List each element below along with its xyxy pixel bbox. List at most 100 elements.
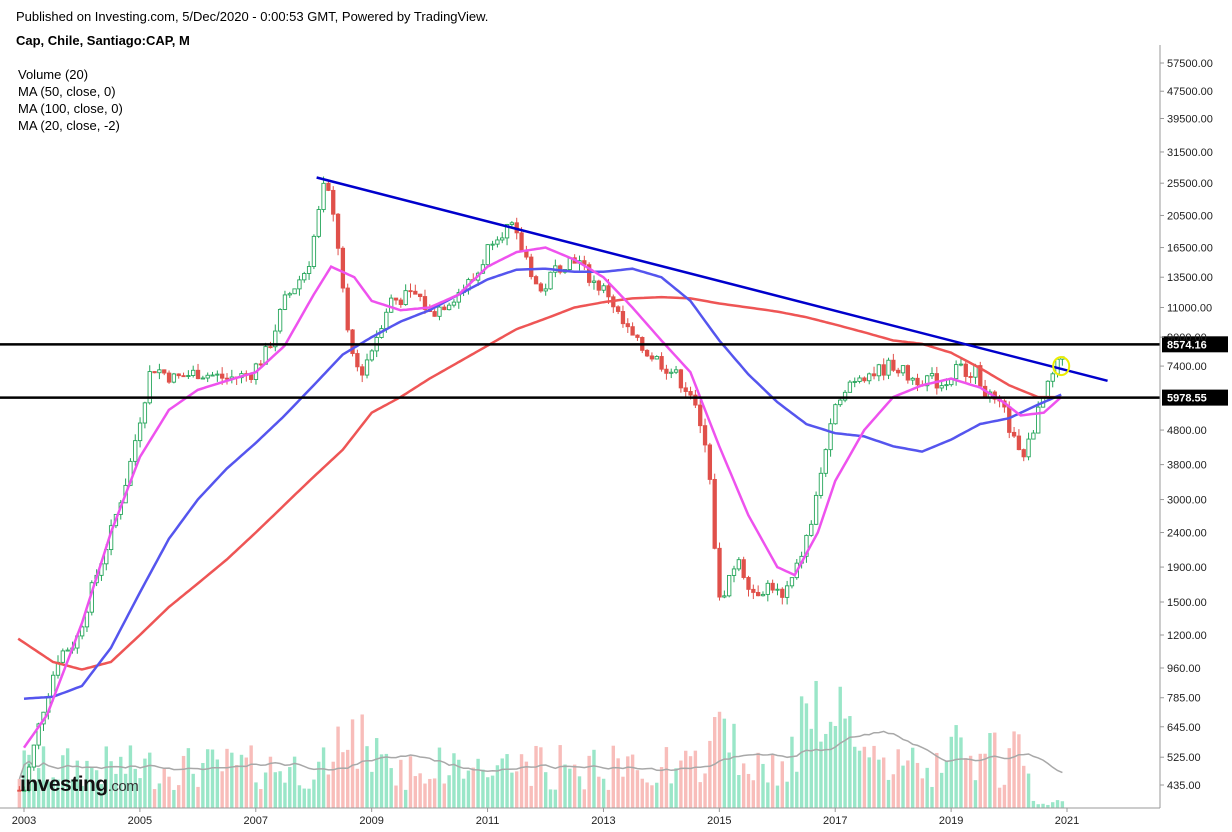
volume-bar (65, 748, 70, 808)
candle-body (862, 377, 867, 382)
candle-body (770, 582, 775, 591)
volume-bar (1051, 802, 1055, 808)
volume-bar (321, 747, 326, 808)
candle-body (326, 182, 331, 191)
candle-body (828, 423, 833, 451)
volume-bar (143, 758, 147, 808)
y-tick-label: 785.00 (1167, 693, 1201, 705)
volume-bar (882, 757, 886, 808)
candle-body (925, 375, 930, 387)
volume-bar (408, 756, 413, 808)
volume-bar (418, 773, 422, 808)
legend-ma-100[interactable]: MA (100, close, 0) (18, 101, 123, 116)
volume-bar (906, 760, 910, 808)
x-tick-label: 2009 (359, 815, 383, 827)
investing-logo: investing.com (20, 773, 139, 797)
volume-bar (688, 756, 693, 808)
volume-bar (891, 774, 896, 808)
legend-volume[interactable]: Volume (20) (18, 67, 89, 82)
volume-bar (737, 775, 741, 808)
highlight-circle (1052, 356, 1071, 377)
candle-body (451, 301, 457, 306)
candle-body (630, 326, 635, 336)
candle-body (944, 384, 949, 387)
volume-bar (751, 780, 756, 808)
volume-bar (331, 761, 335, 808)
y-tick-label: 9000.00 (1167, 332, 1207, 344)
candles (17, 176, 1065, 793)
y-tick-label: 1900.00 (1167, 562, 1207, 574)
candle-body (876, 364, 882, 377)
candle-body (1026, 438, 1031, 458)
volume-bar (935, 752, 939, 808)
legend-ma-50[interactable]: MA (50, close, 0) (18, 84, 116, 99)
volume-bar (877, 759, 881, 808)
volume-bar (505, 754, 509, 808)
volume-bar (790, 736, 794, 808)
candle-body (162, 369, 167, 374)
candle-body (1011, 431, 1017, 437)
volume-bar (244, 757, 249, 808)
candle-body (804, 534, 809, 557)
candle-body (765, 582, 770, 595)
volume-bar (452, 753, 456, 808)
y-tick-label: 13500.00 (1167, 272, 1213, 284)
candle-body (838, 399, 843, 406)
volume-bar (722, 718, 727, 808)
volume-bar (399, 759, 403, 808)
volume-bar (592, 749, 596, 808)
candle-body (1050, 373, 1055, 382)
volume-bar (843, 718, 847, 808)
candle-body (215, 373, 220, 376)
volume-bar (259, 789, 263, 808)
volume-bar (1026, 773, 1031, 808)
volume-bar (606, 789, 611, 808)
volume-bar (993, 732, 997, 808)
volume-bar (712, 717, 717, 808)
volume-bar (157, 783, 162, 808)
volume-bar (148, 752, 152, 808)
candle-body (297, 279, 302, 290)
volume-bar (109, 761, 113, 808)
candle-body (953, 364, 959, 380)
volume-bar (925, 767, 929, 808)
price-label-box (1162, 336, 1228, 353)
candle-body (355, 353, 360, 368)
volume-bar (553, 789, 558, 808)
candle-body (137, 422, 143, 442)
candle-body (485, 244, 490, 266)
logo-suffix: .com (107, 778, 139, 795)
candle-body (422, 296, 428, 310)
volume-bar (664, 747, 669, 808)
y-tick-label: 435.00 (1167, 780, 1201, 792)
legend-ma-20[interactable]: MA (20, close, -2) (18, 118, 120, 133)
candle-body (756, 591, 761, 597)
volume-bar (949, 736, 954, 808)
volume-bar (684, 750, 688, 808)
volume-bar (626, 756, 630, 808)
volume-bar (645, 782, 649, 808)
candle-body (707, 444, 713, 480)
y-tick-label: 16500.00 (1167, 243, 1213, 255)
volume-bar (205, 749, 210, 808)
volume-bar (128, 745, 133, 808)
y-tick-label: 645.00 (1167, 722, 1201, 734)
volume-bar (138, 778, 142, 808)
volume-bar (403, 789, 408, 808)
volume-bar (22, 750, 26, 808)
volume-bar (959, 737, 963, 808)
x-tick-label: 2017 (823, 815, 847, 827)
volume-bar (964, 758, 968, 808)
trend-line[interactable] (316, 176, 1108, 382)
x-tick-label: 2019 (939, 815, 963, 827)
volume-bar (292, 756, 297, 808)
candle-body (712, 478, 717, 549)
volume-bar (601, 778, 606, 808)
candle-body (905, 365, 910, 381)
y-tick-label: 11000.00 (1167, 302, 1212, 314)
ma-20-line (22, 246, 1063, 749)
candle-body (751, 588, 756, 593)
candle-body (900, 365, 906, 374)
candle-body (340, 247, 346, 289)
